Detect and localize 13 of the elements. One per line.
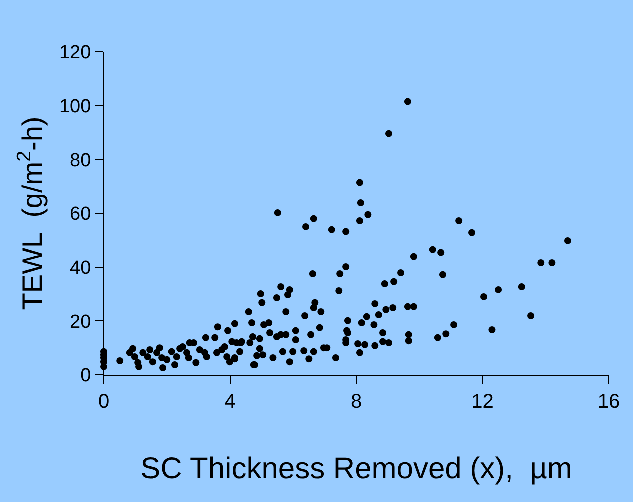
y-tick-label: 0 bbox=[80, 366, 92, 387]
y-tick-label: 80 bbox=[70, 150, 92, 172]
x-tick-label: 8 bbox=[350, 391, 362, 413]
y-tick-label: 20 bbox=[70, 312, 92, 333]
x-tick-label: 4 bbox=[224, 391, 236, 413]
x-tick-label: 0 bbox=[98, 391, 110, 413]
x-axis-title: SC Thickness Removed (x), µm bbox=[140, 452, 572, 486]
y-tick-label: 60 bbox=[70, 204, 92, 226]
x-tick-label: 16 bbox=[598, 391, 620, 413]
y-tick-label: 100 bbox=[59, 96, 92, 118]
y-tick-label: 120 bbox=[59, 42, 92, 64]
x-tick-label: 12 bbox=[472, 391, 494, 413]
y-tick-label: 40 bbox=[70, 258, 92, 279]
